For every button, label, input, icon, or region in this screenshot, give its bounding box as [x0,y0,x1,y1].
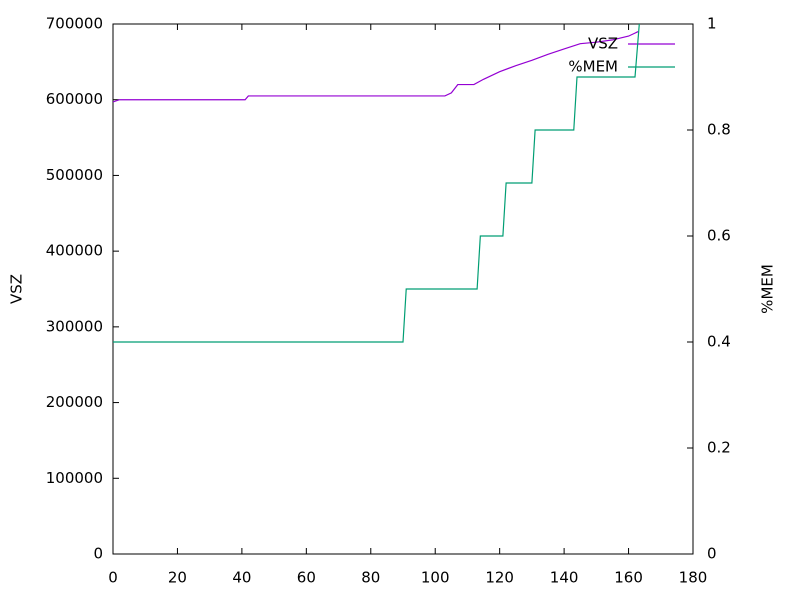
x-tick-label: 0 [108,569,118,587]
y2-tick-label: 1 [707,15,717,33]
x-tick-label: 140 [550,569,579,587]
series-line [113,24,640,343]
x-tick-label: 100 [421,569,450,587]
y-axis-label: VSZ [8,274,26,304]
y-tick-label: 200000 [46,393,103,411]
y-tick-label: 300000 [46,317,103,335]
y-tick-label: 600000 [46,90,103,108]
series-line [113,31,639,103]
y2-tick-label: 0.4 [707,333,731,351]
y2-axis-label: %MEM [759,264,777,314]
legend-label: VSZ [588,35,618,53]
y-tick-label: 100000 [46,469,103,487]
y-tick-label: 500000 [46,166,103,184]
y-tick-label: 700000 [46,15,103,33]
x-tick-label: 80 [361,569,380,587]
y-tick-label: 400000 [46,242,103,260]
y2-tick-label: 0.2 [707,439,731,457]
x-tick-label: 120 [485,569,514,587]
x-tick-label: 60 [297,569,316,587]
y2-tick-label: 0.8 [707,121,731,139]
x-tick-label: 20 [168,569,187,587]
plot-frame [112,23,694,555]
y2-tick-label: 0 [707,545,717,563]
y-tick-label: 0 [93,545,103,563]
y2-tick-label: 0.6 [707,227,731,245]
x-tick-label: 40 [232,569,251,587]
legend-label: %MEM [568,58,618,76]
x-tick-label: 180 [679,569,708,587]
x-tick-label: 160 [614,569,643,587]
